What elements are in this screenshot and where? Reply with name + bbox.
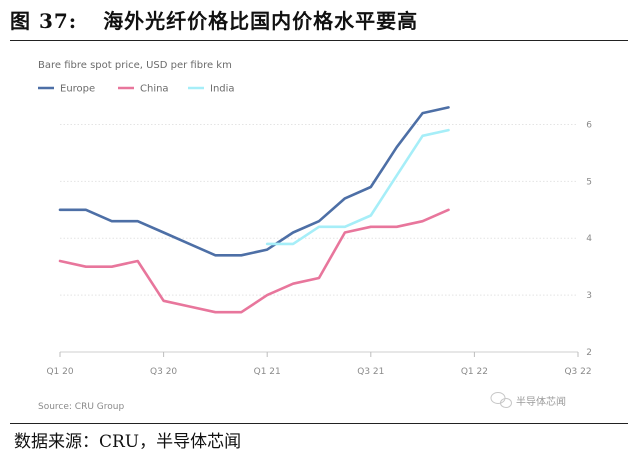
watermark: 半导体芯闻 xyxy=(490,392,566,408)
chart-grid xyxy=(60,123,578,353)
y-tick-label: 4 xyxy=(586,234,592,244)
wechat-icon xyxy=(490,392,512,408)
y-tick-label: 3 xyxy=(586,291,592,301)
chart-legend: Europe China India xyxy=(38,84,235,95)
watermark-text: 半导体芯闻 xyxy=(516,395,566,408)
series-line-china xyxy=(58,208,450,314)
x-tick-label: Q3 22 xyxy=(564,367,591,377)
y-tick-label: 6 xyxy=(586,120,592,130)
figure-source: 数据来源：CRU，半导体芯闻 xyxy=(14,432,242,452)
chart-subtitle: Bare fibre spot price, USD per fibre km xyxy=(38,60,232,71)
x-tick-label: Q1 22 xyxy=(461,367,488,377)
chart-series xyxy=(58,106,450,314)
legend-label-europe: Europe xyxy=(60,84,95,95)
legend-label-india: India xyxy=(210,84,235,95)
line-chart: Bare fibre spot price, USD per fibre km … xyxy=(38,60,592,412)
series-line-europe xyxy=(58,106,450,257)
figure-title-text: 海外光纤价格比国内价格水平要高 xyxy=(103,9,419,33)
x-tick-label: Q3 20 xyxy=(150,367,177,377)
chart-container: Bare fibre spot price, USD per fibre km … xyxy=(10,44,628,420)
chart-source: Source: CRU Group xyxy=(38,402,124,412)
legend-label-china: China xyxy=(140,84,169,95)
top-rule xyxy=(10,40,628,41)
figure-label: 图 37: xyxy=(10,9,78,33)
y-tick-label: 5 xyxy=(586,177,592,187)
x-tick-label: Q3 21 xyxy=(357,367,384,377)
x-tick-label: Q1 21 xyxy=(254,367,281,377)
y-axis: 2 3 4 5 6 xyxy=(586,120,592,358)
bottom-rule xyxy=(10,423,628,424)
y-tick-label: 2 xyxy=(586,348,592,358)
series-line-india xyxy=(265,128,450,246)
x-tick-label: Q1 20 xyxy=(46,367,73,377)
figure-title: 图 37: 海外光纤价格比国内价格水平要高 xyxy=(10,6,418,36)
x-axis: Q1 20 Q3 20 Q1 21 Q3 21 Q1 22 Q3 22 xyxy=(46,352,592,377)
